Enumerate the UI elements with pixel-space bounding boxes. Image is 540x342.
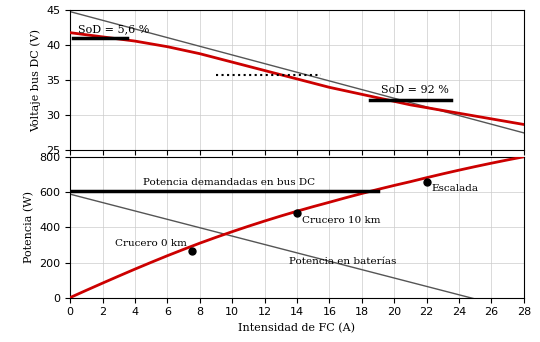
Y-axis label: Potencia (W): Potencia (W)	[23, 192, 34, 263]
X-axis label: Intensidad de FC (A): Intensidad de FC (A)	[239, 323, 355, 333]
Text: SoD = 92 %: SoD = 92 %	[381, 85, 449, 95]
Y-axis label: Voltaje bus DC (V): Voltaje bus DC (V)	[30, 29, 41, 132]
Text: Crucero 0 km: Crucero 0 km	[115, 239, 187, 249]
Text: Potencia en baterías: Potencia en baterías	[289, 257, 396, 266]
Text: Potencia demandadas en bus DC: Potencia demandadas en bus DC	[143, 178, 315, 187]
Text: Crucero 10 km: Crucero 10 km	[302, 216, 380, 225]
Text: SoD = 5,6 %: SoD = 5,6 %	[78, 24, 150, 34]
Text: Escalada: Escalada	[431, 184, 478, 193]
